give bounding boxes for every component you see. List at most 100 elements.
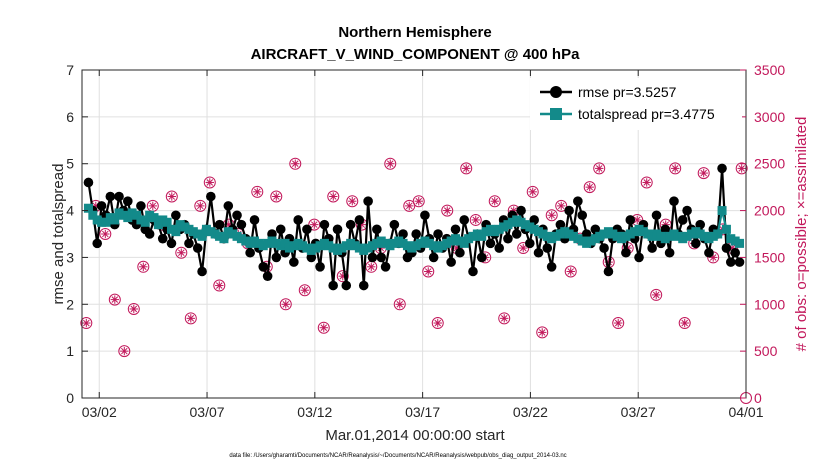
obs-assimilated-point: [110, 295, 120, 304]
rmse-point: [345, 219, 356, 230]
totalspread-point: [171, 227, 181, 237]
obs-assimilated-point: [538, 328, 547, 337]
obs-possible-point: [336, 270, 349, 283]
rmse-point: [275, 224, 286, 235]
obs-assimilated-point: [462, 164, 471, 173]
obs-assimilated-point: [642, 178, 651, 187]
totalspread-point: [717, 206, 727, 216]
obs-possible-point: [441, 204, 454, 217]
rmse-point: [468, 266, 478, 277]
obs-assimilated-point: [215, 281, 224, 290]
totalspread-point: [713, 229, 723, 239]
obs-assimilated-point: [471, 215, 480, 225]
obs-assimilated-point: [272, 192, 281, 201]
rmse-point: [380, 262, 391, 272]
rmse-point: [695, 219, 706, 230]
obs-assimilated-point: [433, 318, 442, 328]
rmse-point: [319, 219, 330, 230]
rmse-point: [660, 224, 671, 235]
obs-possible-point: [640, 176, 653, 189]
legend-rmse-label: rmse pr=3.5257: [578, 84, 677, 100]
obs-assimilated-point: [595, 164, 604, 173]
y-tick-label: 6: [66, 109, 74, 125]
obs-assimilated-point: [300, 286, 309, 295]
obs-assimilated-point: [633, 215, 642, 225]
rmse-point: [236, 219, 247, 230]
totalspread-point: [459, 238, 469, 248]
rmse-point: [289, 257, 299, 267]
chart-subtitle: AIRCRAFT_V_WIND_COMPONENT @ 400 hPa: [251, 46, 581, 63]
rmse-point: [223, 201, 234, 211]
rmse-point: [691, 238, 701, 249]
obs-assimilated-point: [253, 187, 262, 197]
rmse-point: [306, 252, 317, 263]
y-tick-label: 7: [66, 62, 74, 78]
obs-assimilated-point: [177, 248, 186, 257]
obs-assimilated-point: [699, 168, 708, 178]
obs-possible-point: [431, 317, 444, 330]
totalspread-point: [721, 224, 731, 234]
rmse-point: [428, 252, 439, 263]
rmse-point: [293, 215, 304, 225]
obs-assimilated-point: [196, 201, 205, 211]
obs-assimilated-point: [82, 318, 91, 328]
totalspread-point: [162, 217, 172, 227]
rmse-point: [577, 210, 588, 221]
rmse-point: [625, 215, 636, 225]
y-right-tick-label: 2500: [754, 156, 785, 172]
rmse-point: [677, 215, 688, 225]
obs-assimilated-point: [414, 197, 423, 206]
rmse-point: [389, 219, 400, 230]
legend: rmse pr=3.5257 totalspread pr=3.4775: [530, 78, 742, 130]
rmse-point: [144, 229, 155, 239]
obs-possible-point: [118, 345, 131, 358]
rmse-point: [533, 247, 544, 258]
rmse-point: [603, 266, 614, 277]
obs-possible-point: [545, 209, 558, 222]
obs-possible-point: [403, 199, 416, 212]
obs-assimilated-point: [500, 314, 509, 323]
rmse-point: [354, 215, 365, 225]
rmse-point: [249, 215, 260, 225]
obs-possible-point: [498, 312, 511, 325]
obs-assimilated-point: [424, 267, 433, 276]
obs-possible-point: [555, 199, 568, 212]
y-right-tick-label: 0: [754, 390, 762, 406]
obs-possible-point: [251, 185, 264, 198]
obs-possible-point: [165, 190, 178, 203]
rmse-point: [450, 224, 461, 235]
y-tick-label: 3: [66, 249, 74, 265]
obs-assimilated-point: [310, 220, 319, 229]
rmse-point: [717, 163, 727, 174]
obs-possible-point: [270, 190, 283, 203]
obs-assimilated-point: [129, 304, 139, 314]
obs-assimilated-point: [281, 300, 290, 309]
chart-title: Northern Hemisphere: [338, 24, 491, 41]
y-right-axis-ticks: 0 500 1000 1500 2000 2500 3000 3500: [740, 62, 785, 406]
rmse-point: [367, 252, 378, 263]
rmse-point: [122, 196, 133, 206]
rmse-point: [171, 210, 181, 221]
obs-assimilated-point: [319, 323, 328, 332]
x-tick-label: 03/17: [405, 404, 440, 420]
rmse-point: [166, 238, 177, 249]
rmse-point: [599, 243, 609, 253]
rmse-point: [105, 191, 116, 202]
rmse-point: [114, 191, 124, 202]
obs-possible-point: [175, 246, 188, 259]
obs-assimilated-point: [139, 262, 148, 271]
obs-possible-point: [593, 162, 606, 175]
x-tick-label: 04/01: [728, 404, 763, 420]
totalspread-point: [153, 220, 163, 230]
obs-possible-point: [669, 162, 682, 175]
obs-possible-point: [346, 195, 359, 208]
obs-possible-point: [469, 213, 482, 226]
x-tick-label: 03/12: [297, 404, 332, 420]
rmse-point: [669, 196, 679, 206]
x-tick-label: 03/22: [513, 404, 548, 420]
obs-assimilated-point: [443, 206, 452, 215]
obs-assimilated-point: [348, 197, 357, 206]
totalspread-point: [110, 215, 120, 225]
totalspread-point: [477, 231, 487, 241]
totalspread-point: [132, 210, 142, 220]
